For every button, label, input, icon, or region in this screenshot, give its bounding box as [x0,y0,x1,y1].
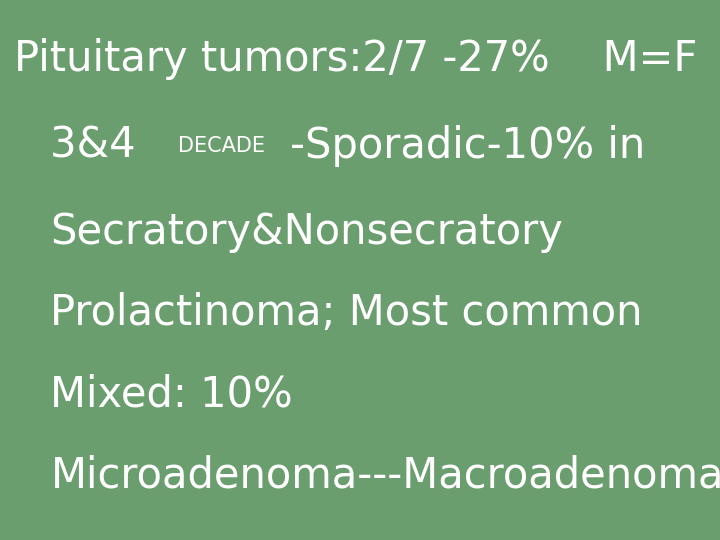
Text: Prolactinoma; Most common: Prolactinoma; Most common [50,292,643,334]
Text: Mixed: 10%: Mixed: 10% [50,373,293,415]
Text: DECADE: DECADE [178,136,265,156]
Text: Secratory&Nonsecratory: Secratory&Nonsecratory [50,211,563,253]
Text: Pituitary tumors:2/7 -27%    M=F: Pituitary tumors:2/7 -27% M=F [14,38,698,80]
Text: Microadenoma---Macroadenoma: Microadenoma---Macroadenoma [50,454,720,496]
Text: -Sporadic-10% in: -Sporadic-10% in [290,125,646,167]
Text: 3&4: 3&4 [50,125,149,167]
